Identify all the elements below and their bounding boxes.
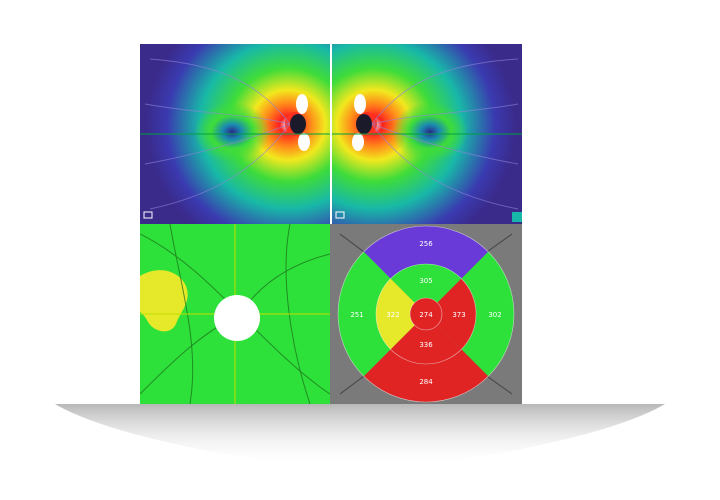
etdrs-map: 256 305 251 322 274 373 302 336 284 [330,224,522,404]
label-superior-outer: 256 [419,240,433,248]
deviation-map [140,224,330,404]
scale-icon [143,211,153,219]
sector-temporal-inner [375,278,415,350]
label-superior-inner: 305 [419,277,432,285]
borderline-region [140,270,188,332]
sector-inferior-outer [363,349,489,402]
label-inferior-inner: 336 [419,341,433,349]
image-reflection [55,404,665,474]
etdrs-map-panel: 256 305 251 322 274 373 302 336 284 [330,224,522,404]
sector-nasal-outer [461,251,514,377]
label-nasal-outer: 302 [488,311,501,319]
sector-inferior-inner [390,325,462,365]
sector-temporal-outer [338,251,391,377]
sector-center [410,298,442,330]
vessel-overlay [144,58,519,210]
sector-superior-outer [363,226,489,279]
label-temporal-outer: 251 [350,311,363,319]
label-nasal-inner: 373 [452,311,465,319]
deviation-map-panel [140,224,330,404]
thickness-heatmap [140,44,522,224]
scale-icon [335,211,345,219]
thickness-heatmap-panel [140,44,522,224]
optic-disc [214,295,260,341]
label-center: 274 [419,311,433,319]
sector-superior-inner [390,263,462,303]
label-temporal-inner: 322 [386,311,399,319]
label-inferior-outer: 284 [419,378,433,386]
sector-nasal-inner [437,278,477,350]
